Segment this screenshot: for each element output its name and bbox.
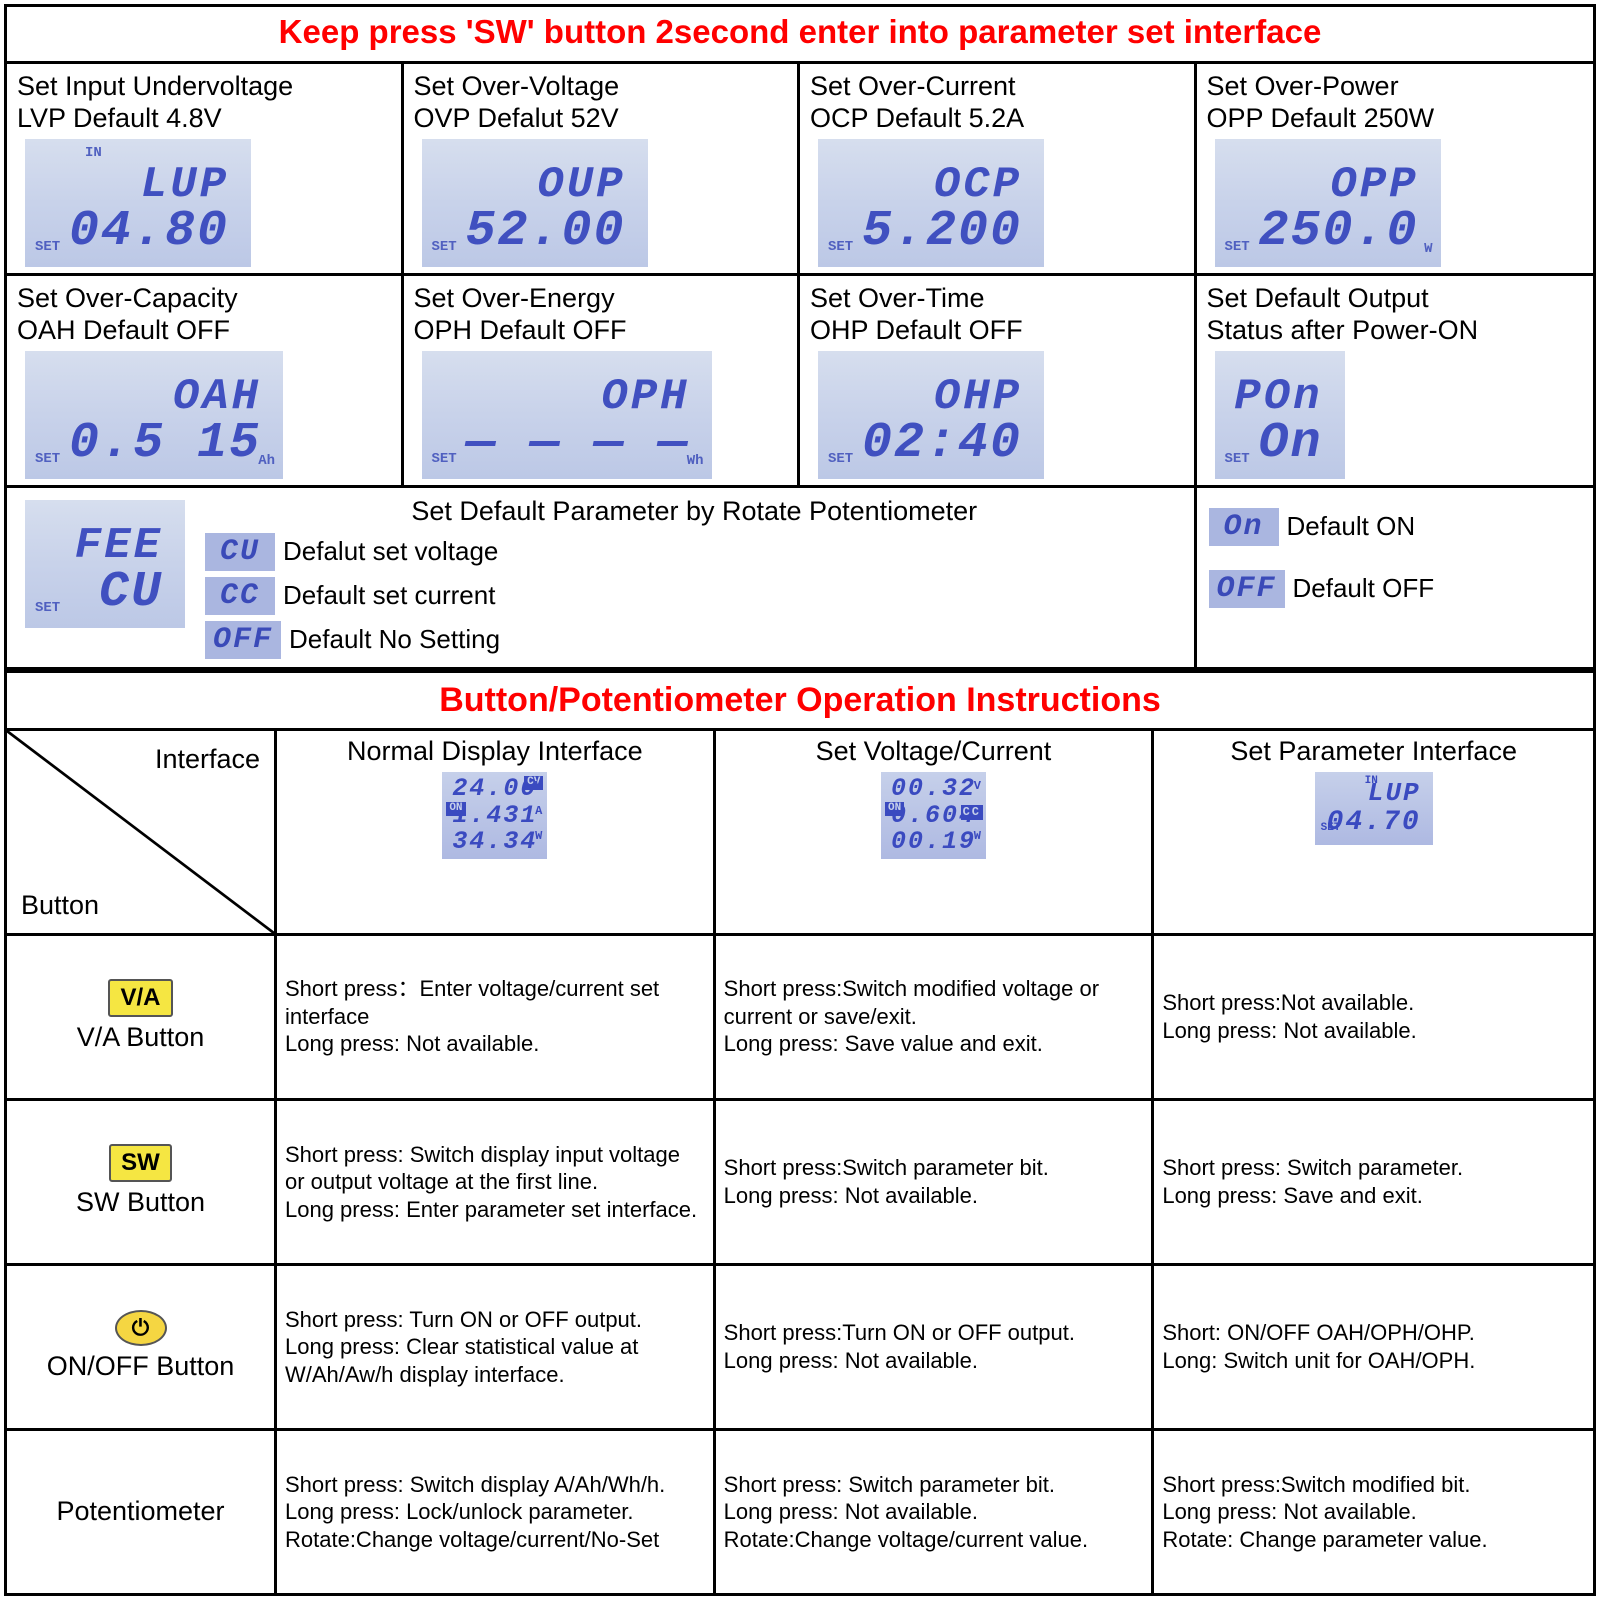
legend-code: OFF [1209,570,1285,608]
row3-title: Set Default Parameter by Rotate Potentio… [205,496,1183,527]
param-cell: Set Over-VoltageOVP Defalut 52V OUP SET … [404,64,801,276]
param-title: Set Input UndervoltageLVP Default 4.8V [17,70,391,135]
legend-code: CC [205,577,275,615]
legend-label: Default No Setting [289,624,500,655]
lcd-display: OCP SET 5.200 [818,139,1044,267]
param-title: Set Default OutputStatus after Power-ON [1207,282,1584,347]
lcd-display: POn SET On [1215,351,1345,479]
instruction-cell: Short press: Turn ON or OFF output. Long… [277,1266,716,1431]
lcd-display: OPP SET 250.0 W [1215,139,1441,267]
instruction-cell: Short press：Enter voltage/current set in… [277,936,716,1101]
button-label-cell: ⏻ ON/OFF Button [7,1266,277,1431]
param-cell: Set Over-TimeOHP Default OFF OHP SET 02:… [800,276,1197,488]
operation-table: Interface ButtonNormal Display Interface… [7,731,1593,1593]
legend-label: Default ON [1287,511,1416,542]
table-corner: Interface Button [7,731,277,936]
button-badge: V/A [108,979,172,1017]
legend-code: On [1209,508,1279,546]
param-cell: Set Over-PowerOPP Default 250W OPP SET 2… [1197,64,1594,276]
main-title: Keep press 'SW' button 2second enter int… [7,7,1593,64]
instruction-cell: Short press: Switch parameter. Long pres… [1154,1101,1593,1266]
legend-item: OFF Default OFF [1209,570,1582,608]
default-param-cell: FEE SET CU Set Default Parameter by Rota… [7,488,1197,670]
instruction-cell: Short press:Switch modified voltage or c… [716,936,1155,1101]
param-cell: Set Default OutputStatus after Power-ON … [1197,276,1594,488]
legend-code: CU [205,533,275,571]
instruction-cell: Short press: Switch display A/Ah/Wh/h. L… [277,1431,716,1593]
legend-item: CC Default set current [205,577,1183,615]
button-name: Potentiometer [56,1495,224,1529]
param-cell: Set Input UndervoltageLVP Default 4.8V I… [7,64,404,276]
button-name: ON/OFF Button [47,1350,235,1384]
param-cell: Set Over-CurrentOCP Default 5.2A OCP SET… [800,64,1197,276]
col-header: Set Parameter Interface IN LUP SET 04.70 [1154,731,1593,936]
button-label-cell: Potentiometer [7,1431,277,1593]
instruction-cell: Short press:Not available. Long press: N… [1154,936,1593,1101]
legend-item: CU Defalut set voltage [205,533,1183,571]
col-header: Set Voltage/Current ON 00.32V 0.604CC 00… [716,731,1155,936]
lcd-display-small: CVON 24.00V 1.431A 34.34W [442,772,547,859]
param-title: Set Over-EnergyOPH Default OFF [414,282,788,347]
lcd-display: FEE SET CU [25,500,185,628]
param-title: Set Over-CapacityOAH Default OFF [17,282,391,347]
button-label-cell: V/A V/A Button [7,936,277,1101]
param-title: Set Over-PowerOPP Default 250W [1207,70,1584,135]
legend-label: Defalut set voltage [283,536,498,567]
param-title: Set Over-VoltageOVP Defalut 52V [414,70,788,135]
button-label-cell: SW SW Button [7,1101,277,1266]
parameter-grid: Set Input UndervoltageLVP Default 4.8V I… [7,64,1593,670]
legend-code: OFF [205,621,281,659]
param-title: Set Over-CurrentOCP Default 5.2A [810,70,1184,135]
legend-item: OFF Default No Setting [205,621,1183,659]
button-name: V/A Button [77,1021,205,1055]
corner-button-label: Button [21,889,99,923]
lcd-display-small: IN LUP SET 04.70 [1315,772,1433,845]
param-title: Set Over-TimeOHP Default OFF [810,282,1184,347]
button-badge: SW [109,1144,172,1182]
lcd-display: OHP SET 02:40 [818,351,1044,479]
param-cell: Set Over-EnergyOPH Default OFF OPH SET —… [404,276,801,488]
lcd-display: OPH SET — — — — Wh [422,351,712,479]
instruction-cell: Short press:Turn ON or OFF output. Long … [716,1266,1155,1431]
col-header: Normal Display Interface CVON 24.00V 1.4… [277,731,716,936]
onoff-legend-cell: On Default ONOFF Default OFF [1197,488,1594,670]
lcd-display: OAH SET 0.5 15 Ah [25,351,283,479]
instruction-cell: Short press: Switch parameter bit. Long … [716,1431,1155,1593]
instruction-cell: Short press: Switch display input voltag… [277,1101,716,1266]
section2-title: Button/Potentiometer Operation Instructi… [7,670,1593,731]
legend-item: On Default ON [1209,508,1582,546]
button-badge: ⏻ [115,1310,167,1346]
legend-label: Default OFF [1293,573,1435,604]
instruction-cell: Short: ON/OFF OAH/OPH/OHP. Long: Switch … [1154,1266,1593,1431]
instruction-cell: Short press:Switch parameter bit. Long p… [716,1101,1155,1266]
lcd-display-small: ON 00.32V 0.604CC 00.19W [881,772,986,859]
instruction-cell: Short press:Switch modified bit. Long pr… [1154,1431,1593,1593]
lcd-display: OUP SET 52.00 [422,139,648,267]
corner-interface-label: Interface [155,743,260,777]
param-cell: Set Over-CapacityOAH Default OFF OAH SET… [7,276,404,488]
lcd-display: IN LUP SET 04.80 [25,139,251,267]
legend-label: Default set current [283,580,495,611]
button-name: SW Button [76,1186,205,1220]
